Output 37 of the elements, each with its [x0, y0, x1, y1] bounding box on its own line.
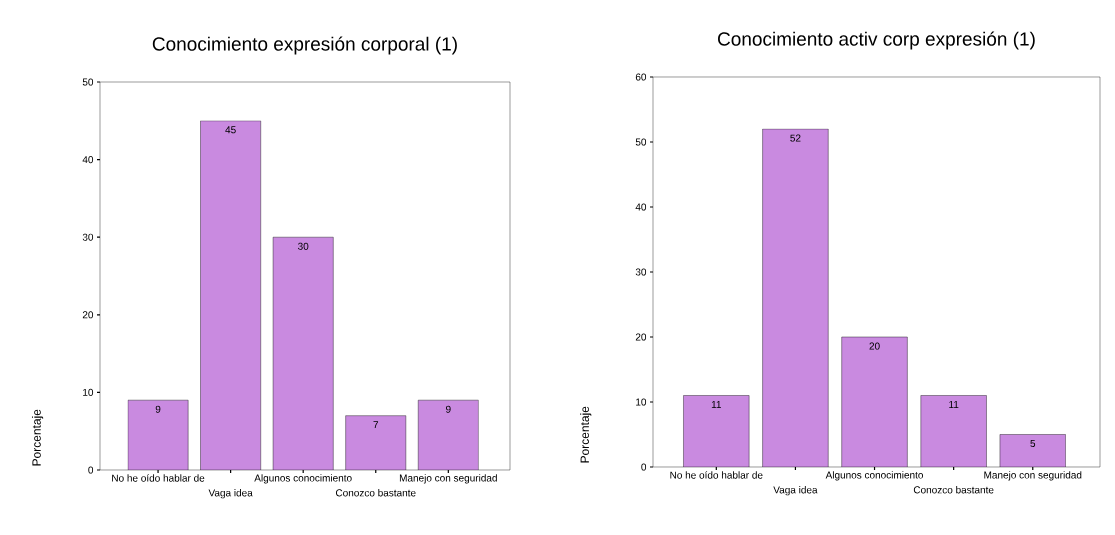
y-axis-title: Porcentaje [580, 406, 592, 463]
chart-title: Conocimiento activ corp expresión (1) [718, 31, 1035, 50]
y-tick-label: 20 [635, 333, 647, 341]
y-tick-label: 40 [635, 203, 647, 211]
x-tick-label: Manejo con seguridad [399, 474, 497, 484]
y-tick-label: 50 [82, 78, 94, 86]
y-tick-label: 0 [641, 463, 647, 471]
y-tick-label: 10 [636, 398, 647, 406]
data-label: 11 [711, 401, 722, 408]
x-tick-label: Conozco bastante [335, 489, 416, 497]
y-tick-label: 40 [82, 156, 94, 164]
data-label: 9 [155, 405, 161, 413]
x-tick-label: Vaga idea [773, 486, 818, 496]
x-tick-label: Algunos conocimiento [254, 474, 352, 484]
data-label: 30 [298, 242, 309, 250]
x-tick-label: Conozco bastante [913, 486, 994, 494]
y-tick-label: 10 [83, 388, 94, 396]
x-tick-label: No he oído hablar de [112, 474, 205, 482]
x-tick-label: Vaga idea [208, 489, 253, 499]
x-tick-label: No he oído hablar de [670, 471, 763, 479]
y-tick-label: 20 [82, 311, 94, 319]
x-tick-label: Manejo con seguridad [984, 471, 1082, 481]
data-label: 52 [790, 134, 801, 142]
y-tick-label: 60 [635, 73, 647, 81]
data-label: 7 [373, 421, 379, 429]
data-label: 9 [446, 405, 451, 413]
y-tick-label: 50 [635, 138, 647, 146]
y-tick-label: 0 [88, 466, 94, 474]
chart-title: Conocimiento expresión corporal (1) [152, 36, 457, 55]
y-tick-label: 30 [82, 233, 94, 241]
data-label: 5 [1030, 440, 1036, 448]
data-label: 45 [225, 126, 236, 134]
data-label: 20 [869, 342, 880, 350]
y-axis-title: Porcentaje [31, 409, 44, 466]
y-tick-label: 30 [635, 268, 647, 276]
x-tick-label: Algunos conocimiento [825, 471, 924, 481]
data-label: 11 [949, 401, 959, 408]
